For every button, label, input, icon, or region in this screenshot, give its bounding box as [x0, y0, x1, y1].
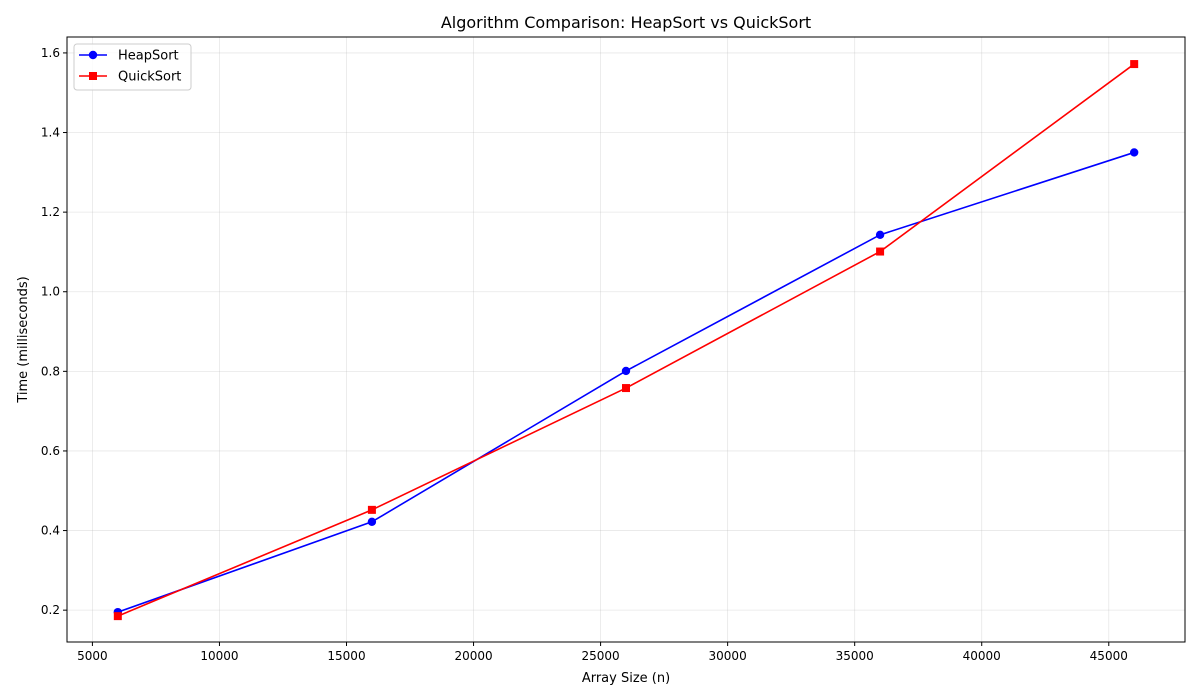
y-tick-label: 1.6: [41, 46, 60, 60]
legend: HeapSort QuickSort: [73, 43, 192, 91]
y-tick-label: 1.4: [41, 126, 60, 140]
quicksort-point: [1130, 60, 1139, 69]
x-tick-label: 10000: [200, 649, 238, 663]
legend-label: HeapSort: [118, 49, 179, 64]
legend-marker: [89, 72, 97, 80]
x-tick-label: 45000: [1090, 649, 1128, 663]
grid: [67, 37, 1185, 642]
x-tick-label: 5000: [77, 649, 108, 663]
heapsort-point: [621, 366, 631, 376]
heapsort-point: [875, 230, 885, 240]
chart-title: Algorithm Comparison: HeapSort vs QuickS…: [441, 13, 811, 32]
heapsort-series: [113, 148, 1139, 617]
quicksort-point: [367, 505, 376, 514]
y-tick-label: 0.6: [41, 444, 60, 458]
x-tick-label: 20000: [454, 649, 492, 663]
x-tick-label: 25000: [581, 649, 619, 663]
y-axis-label: Time (milliseconds): [16, 276, 31, 403]
quicksort-point: [113, 612, 122, 621]
y-tick-label: 0.4: [41, 524, 60, 538]
legend-label: QuickSort: [118, 70, 181, 85]
plot-series: [113, 60, 1139, 621]
y-tick-label: 0.2: [41, 603, 60, 617]
axis-ticks: 5000 10000 15000 20000 25000 30000 35000 40000 4…: [41, 46, 1128, 663]
x-tick-label: 35000: [836, 649, 874, 663]
quicksort-point: [622, 384, 630, 393]
heapsort-point: [1129, 148, 1139, 157]
legend-item-quicksort: QuickSort: [79, 70, 181, 85]
y-tick-label: 1.0: [41, 285, 60, 299]
y-tick-label: 1.2: [41, 205, 60, 219]
legend-marker: [88, 50, 98, 60]
y-tick-label: 0.8: [41, 364, 60, 378]
quicksort-point: [876, 247, 885, 256]
plot-frame: [66, 36, 1186, 643]
legend-item-heapsort: HeapSort: [79, 49, 179, 64]
x-tick-label: 40000: [963, 649, 1001, 663]
x-axis-label: Array Size (n): [582, 671, 670, 686]
quicksort-series: [113, 60, 1139, 621]
x-tick-label: 30000: [709, 649, 747, 663]
x-tick-label: 15000: [327, 649, 365, 663]
heapsort-point: [367, 517, 377, 526]
